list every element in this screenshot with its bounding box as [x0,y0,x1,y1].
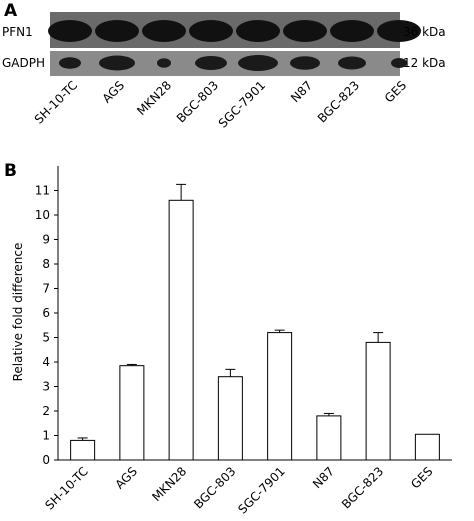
size-label: 12 kDa [403,56,446,70]
panel-label: A [4,1,18,21]
band [99,55,135,71]
x-tick-label: SH-10-TC [42,464,90,512]
error-bar [274,329,285,333]
y-tick-label: 3 [42,380,50,394]
y-axis-label: Relative fold difference [11,243,25,382]
lane-label: MKN28 [134,78,174,118]
band [195,56,227,70]
lane-label: AGS [100,78,128,106]
lane-label: BGC-803 [174,78,221,125]
bar [119,365,145,461]
bar [70,439,96,461]
band [377,20,421,42]
x-tick-label: GES [408,464,435,491]
band [238,55,278,71]
y-tick-label: 5 [42,331,50,345]
band [236,20,280,42]
y-tick-label: 8 [42,257,50,271]
band [157,58,171,68]
size-label: 36 kDa [403,25,446,39]
lane-label: SH-10-TC [32,78,80,126]
y-tick-label: 11 [35,184,50,198]
bar [365,341,391,461]
y-tick-label: 10 [35,208,50,222]
lane-label: SGC-7901 [216,78,268,130]
row-label: GADPH [2,56,45,70]
y-tick-label: 2 [42,404,50,418]
band [189,20,233,42]
plot: 0 1 2 3 4 5 6 7 8 9 10 11 SH-10-TC AGS MKN28 BGC-803SGC… [35,166,452,517]
x-tick-label: N87 [310,464,337,491]
error-bar [323,412,334,416]
y-tick-label: 7 [42,282,50,296]
error-bar [176,183,187,201]
y-tick-label: 4 [42,355,50,369]
panel-label: B [4,161,17,181]
band [290,56,320,70]
lane-label: GES [382,78,409,105]
band [95,20,139,42]
error-bar [77,437,88,441]
band [283,20,327,42]
band [338,56,366,70]
bar [316,415,342,461]
band [59,57,81,69]
error-bar [373,332,384,343]
y-tick-label: 9 [42,233,50,247]
x-tick-label: BGC-823 [339,464,386,511]
x-tick-label: BGC-803 [191,464,238,511]
x-tick-label: MKN28 [149,464,189,504]
y-tick-label: 0 [42,453,50,467]
band [142,20,186,42]
bar [267,332,293,461]
y-tick-label: 1 [42,429,50,443]
bar [414,433,440,461]
blot-bands [48,20,421,71]
band [48,20,92,42]
lane-label: BGC-823 [315,78,362,125]
bar [168,199,194,461]
band [391,58,407,68]
band [330,20,374,42]
y-tick-label: 6 [42,306,50,320]
x-tick-label: AGS [112,464,140,492]
row-label: PFN1 [2,25,33,39]
error-bar [126,363,137,366]
lane-label: N87 [288,78,315,105]
error-bar [225,368,236,377]
x-tick-label: SGC-7901 [235,464,287,516]
bar [217,376,243,461]
